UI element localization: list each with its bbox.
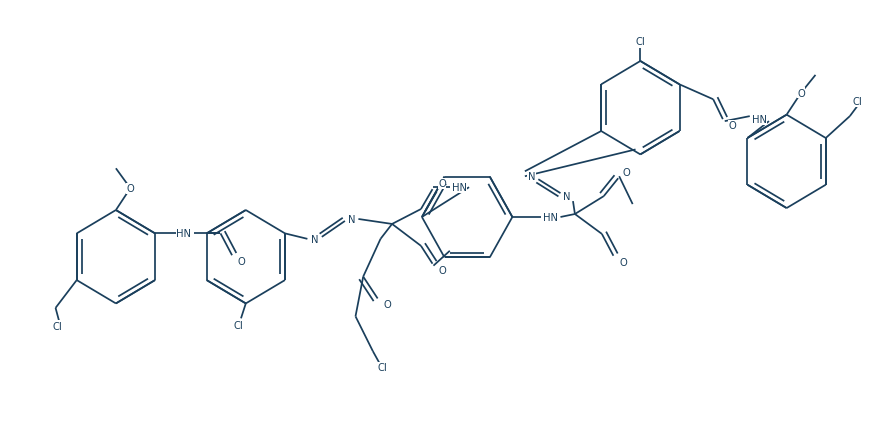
Text: O: O: [797, 89, 805, 98]
Text: N: N: [312, 234, 319, 244]
Text: O: O: [623, 168, 631, 178]
Text: Cl: Cl: [233, 320, 243, 331]
Text: HN: HN: [544, 212, 558, 222]
Text: N: N: [563, 192, 571, 202]
Text: Cl: Cl: [635, 37, 645, 47]
Text: O: O: [619, 257, 627, 267]
Text: HN: HN: [752, 115, 767, 125]
Text: N: N: [528, 172, 536, 182]
Text: Cl: Cl: [853, 97, 862, 107]
Text: O: O: [238, 257, 246, 267]
Text: HN: HN: [176, 229, 191, 239]
Text: O: O: [729, 121, 736, 131]
Text: HN: HN: [452, 183, 467, 193]
Text: O: O: [438, 265, 446, 275]
Text: Cl: Cl: [377, 362, 387, 372]
Text: Cl: Cl: [53, 321, 62, 331]
Text: O: O: [438, 179, 446, 189]
Text: O: O: [126, 184, 134, 194]
Text: N: N: [348, 215, 355, 224]
Text: O: O: [384, 300, 391, 310]
